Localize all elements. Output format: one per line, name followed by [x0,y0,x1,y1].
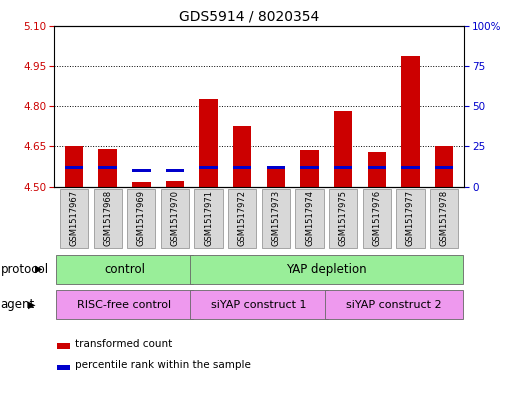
Text: ▶: ▶ [35,264,43,274]
Text: GSM1517970: GSM1517970 [170,190,180,246]
Bar [367,152,386,187]
Text: RISC-free control: RISC-free control [77,299,171,310]
FancyBboxPatch shape [325,290,463,319]
Bar [166,181,184,187]
Bar [267,167,285,187]
Bar [166,169,184,172]
Bar [57,343,70,349]
Bar [65,146,83,187]
Bar [334,112,352,187]
FancyBboxPatch shape [190,290,328,319]
Bar [132,169,151,172]
Text: GDS5914 / 8020354: GDS5914 / 8020354 [179,10,319,24]
Bar [401,56,420,187]
Bar [200,166,218,169]
Text: protocol: protocol [1,263,49,276]
Text: ▶: ▶ [28,299,36,310]
Bar [334,166,352,169]
Text: GSM1517974: GSM1517974 [305,190,314,246]
Bar [132,182,151,187]
Text: GSM1517973: GSM1517973 [271,190,281,246]
FancyBboxPatch shape [295,189,324,248]
Bar [267,166,285,169]
FancyBboxPatch shape [127,189,155,248]
FancyBboxPatch shape [190,255,463,284]
Bar [57,365,70,370]
Bar [98,166,117,169]
Bar [200,99,218,187]
Bar [300,166,319,169]
FancyBboxPatch shape [194,189,223,248]
FancyBboxPatch shape [161,189,189,248]
Text: GSM1517967: GSM1517967 [70,190,78,246]
Text: GSM1517972: GSM1517972 [238,190,247,246]
Bar [65,166,83,169]
FancyBboxPatch shape [55,255,193,284]
Text: GSM1517971: GSM1517971 [204,190,213,246]
Text: control: control [104,263,145,276]
Bar [435,146,453,187]
Text: siYAP construct 2: siYAP construct 2 [346,299,441,310]
Bar [98,149,117,187]
Text: GSM1517968: GSM1517968 [103,190,112,246]
FancyBboxPatch shape [329,189,357,248]
Text: percentile rank within the sample: percentile rank within the sample [75,360,251,371]
Text: GSM1517977: GSM1517977 [406,190,415,246]
Text: siYAP construct 1: siYAP construct 1 [211,299,307,310]
FancyBboxPatch shape [262,189,290,248]
Bar [435,166,453,169]
Text: GSM1517975: GSM1517975 [339,190,348,246]
Bar [300,150,319,187]
FancyBboxPatch shape [93,189,122,248]
Text: GSM1517978: GSM1517978 [440,190,448,246]
Text: agent: agent [1,298,35,311]
Text: transformed count: transformed count [75,340,172,349]
Text: YAP depletion: YAP depletion [286,263,367,276]
FancyBboxPatch shape [60,189,88,248]
FancyBboxPatch shape [430,189,458,248]
FancyBboxPatch shape [55,290,193,319]
Bar [233,166,251,169]
Text: GSM1517969: GSM1517969 [137,190,146,246]
Bar [401,166,420,169]
FancyBboxPatch shape [397,189,425,248]
Bar [367,166,386,169]
Text: GSM1517976: GSM1517976 [372,190,381,246]
FancyBboxPatch shape [363,189,391,248]
Bar [233,126,251,187]
FancyBboxPatch shape [228,189,256,248]
